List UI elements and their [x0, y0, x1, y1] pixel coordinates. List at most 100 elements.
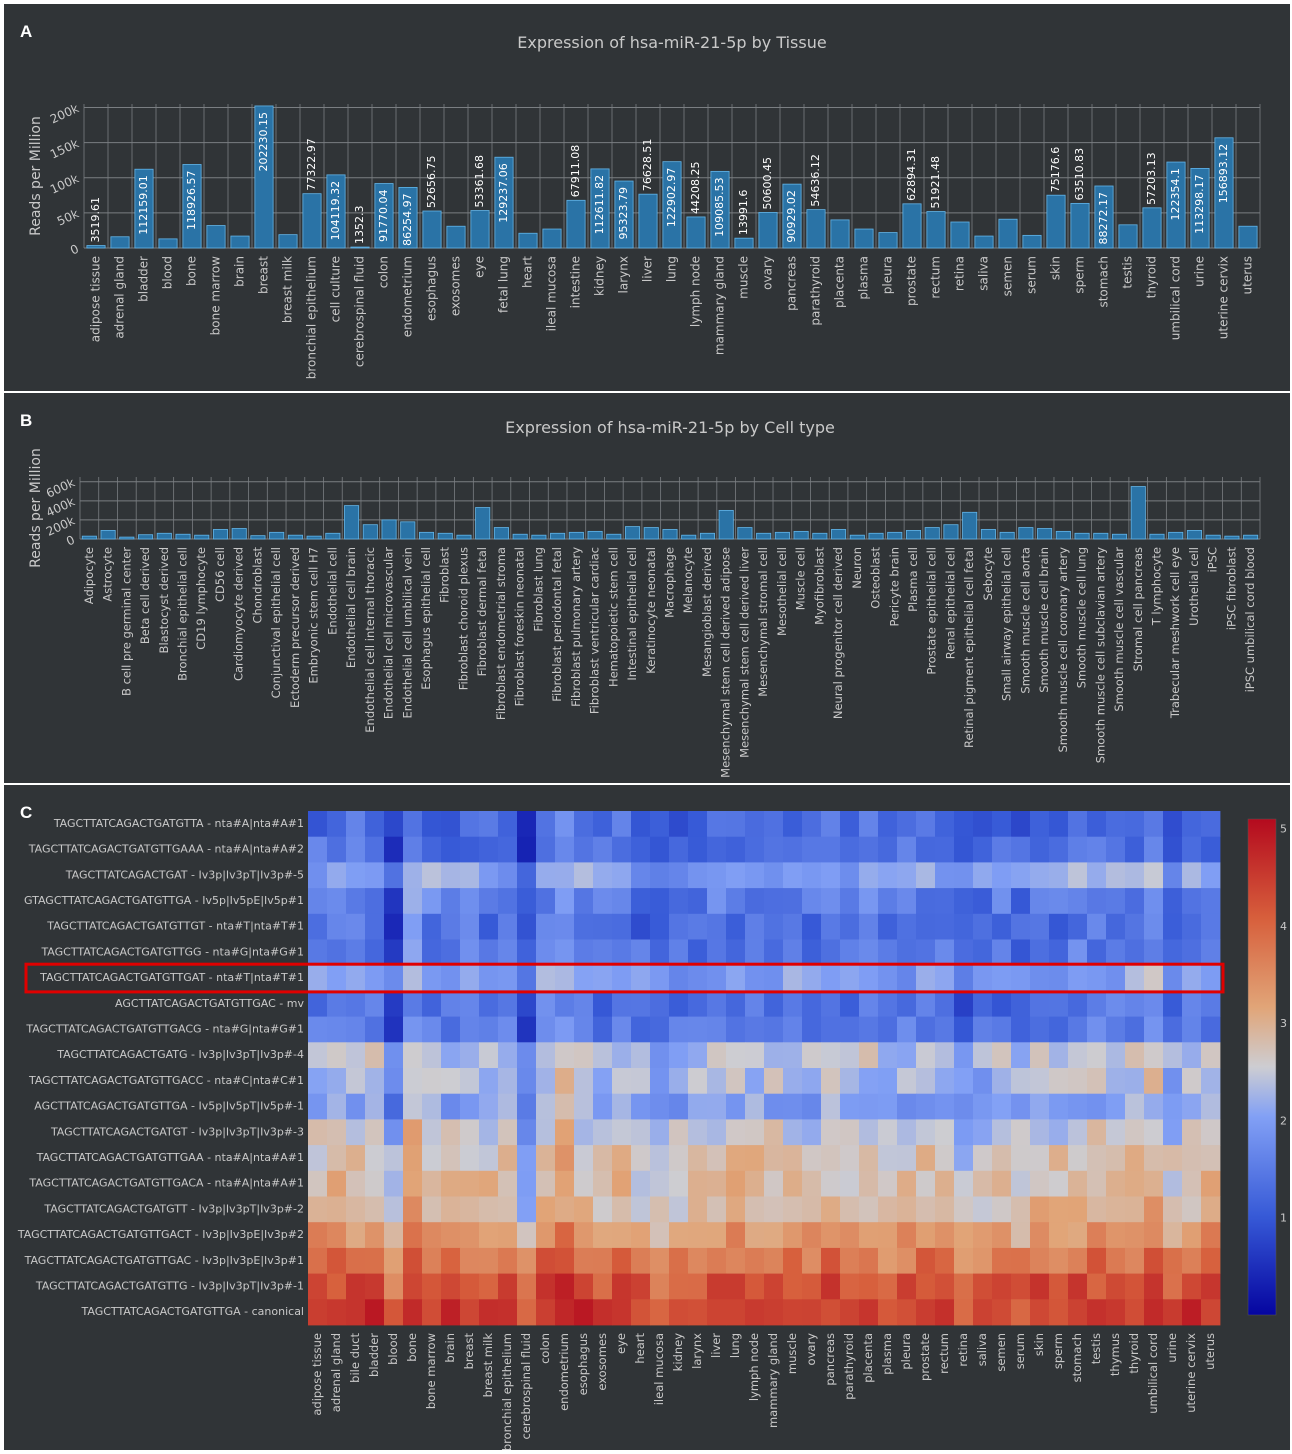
- y-tick-label: 50k: [55, 207, 81, 229]
- heatmap-cell: [441, 1247, 461, 1274]
- heatmap-cell: [726, 1016, 746, 1043]
- bar: [614, 180, 634, 249]
- heatmap-cell: [422, 1119, 442, 1146]
- heatmap-cell: [821, 1222, 841, 1249]
- heatmap-cell: [498, 1222, 518, 1249]
- heatmap-cell: [707, 1119, 727, 1146]
- heatmap-cell: [612, 1068, 632, 1095]
- x-tick-label: saliva: [977, 256, 991, 291]
- heatmap-cell: [1011, 1273, 1031, 1300]
- heatmap-cell: [650, 1119, 670, 1146]
- x-tick-label: Osteoblast: [869, 547, 883, 609]
- heatmap-cell: [802, 1170, 822, 1197]
- heatmap-cell: [1030, 1299, 1050, 1326]
- heatmap-cell: [783, 1273, 803, 1300]
- heatmap-cell: [840, 1222, 860, 1249]
- heatmap-column-label: bone marrow: [424, 1333, 438, 1409]
- heatmap-cell: [327, 1016, 347, 1043]
- heatmap-cell: [555, 1222, 575, 1249]
- heatmap-cell: [574, 965, 594, 992]
- heatmap-cell: [973, 1196, 993, 1223]
- heatmap-cell: [384, 939, 404, 966]
- heatmap-cell: [517, 888, 537, 915]
- bar: [437, 532, 453, 540]
- heatmap-cell: [517, 990, 537, 1017]
- heatmap-cell: [498, 1170, 518, 1197]
- heatmap-cell: [327, 1170, 347, 1197]
- heatmap-cell: [1125, 1170, 1145, 1197]
- bar: [119, 536, 135, 540]
- heatmap-row-label: TAGCTTATCAGACTGAT - Iv3p|Iv3pT|Iv3p#-5: [65, 868, 304, 881]
- heatmap-cell: [441, 1222, 461, 1249]
- heatmap-cell: [973, 1247, 993, 1274]
- heatmap-cell: [916, 1119, 936, 1146]
- heatmap-cell: [1201, 1119, 1221, 1146]
- heatmap-cell: [612, 1016, 632, 1043]
- heatmap-cell: [1125, 913, 1145, 940]
- heatmap-row-label: AGCTTATCAGACTGATGTTGA - Iv5p|Iv5pT|Iv5p#…: [34, 1100, 304, 1113]
- heatmap-cell: [821, 1016, 841, 1043]
- x-tick-label: Muscle cell: [794, 547, 808, 610]
- heatmap-cell: [821, 1247, 841, 1274]
- heatmap-cell: [992, 1093, 1012, 1120]
- heatmap-cell: [1144, 939, 1164, 966]
- bar: [350, 246, 370, 249]
- heatmap-cell: [327, 811, 347, 838]
- heatmap-cell: [1068, 1145, 1088, 1172]
- x-tick-label: Chondroblast: [250, 547, 264, 624]
- panel-label-a: A: [20, 22, 33, 41]
- heatmap-cell: [650, 1093, 670, 1120]
- heatmap-cell: [1106, 1042, 1126, 1069]
- heatmap-cell: [897, 1042, 917, 1069]
- heatmap-cell: [1125, 1016, 1145, 1043]
- heatmap-cell: [612, 1196, 632, 1223]
- heatmap-cell: [498, 1042, 518, 1069]
- heatmap-cell: [954, 1042, 974, 1069]
- heatmap-cell: [460, 1222, 480, 1249]
- heatmap-cell: [878, 965, 898, 992]
- heatmap-cell: [479, 913, 499, 940]
- heatmap-cell: [365, 1093, 385, 1120]
- heatmap-cell: [802, 965, 822, 992]
- heatmap-cell: [1201, 1042, 1221, 1069]
- x-tick-label: Myofibroblast: [812, 547, 826, 625]
- heatmap-cell: [308, 1042, 328, 1069]
- heatmap-row-label: TAGCTTATCAGACTGATGTTGACG - nta#G|nta#G#1: [25, 1022, 304, 1035]
- heatmap-cell: [992, 1042, 1012, 1069]
- heatmap-cell: [954, 1222, 974, 1249]
- heatmap-cell: [669, 1222, 689, 1249]
- heatmap-cell: [935, 1145, 955, 1172]
- heatmap-cell: [1201, 1170, 1221, 1197]
- heatmap-cell: [669, 1145, 689, 1172]
- heatmap-cell: [422, 1016, 442, 1043]
- heatmap-cell: [346, 1068, 366, 1095]
- heatmap-cell: [897, 1170, 917, 1197]
- heatmap-cell: [346, 1299, 366, 1326]
- bar-data-label: 52656.75: [425, 156, 438, 209]
- heatmap-cell: [441, 1170, 461, 1197]
- heatmap-cell: [365, 1042, 385, 1069]
- x-tick-label: Endothelial cell umbilical vein: [400, 547, 414, 718]
- heatmap-cell: [745, 939, 765, 966]
- x-tick-label: Ectoderm precursor derived: [288, 547, 302, 708]
- heatmap-cell: [992, 1068, 1012, 1095]
- heatmap-cell: [821, 888, 841, 915]
- heatmap-cell: [460, 1196, 480, 1223]
- heatmap-cell: [726, 1299, 746, 1326]
- heatmap-cell: [327, 939, 347, 966]
- heatmap-cell: [916, 913, 936, 940]
- bar-data-label: 76628.51: [641, 139, 654, 192]
- heatmap-cell: [802, 1042, 822, 1069]
- heatmap-column-label: mammary gland: [766, 1333, 780, 1428]
- heatmap-cell: [346, 1196, 366, 1223]
- heatmap-cell: [498, 888, 518, 915]
- heatmap-cell: [1030, 990, 1050, 1017]
- bar: [254, 105, 274, 249]
- heatmap-cell: [1106, 1247, 1126, 1274]
- heatmap-cell: [916, 836, 936, 863]
- heatmap-cell: [973, 1016, 993, 1043]
- heatmap-cell: [1182, 1093, 1202, 1120]
- heatmap-cell: [973, 990, 993, 1017]
- heatmap-cell: [1182, 888, 1202, 915]
- x-tick-label: Fibroblast: [438, 547, 452, 603]
